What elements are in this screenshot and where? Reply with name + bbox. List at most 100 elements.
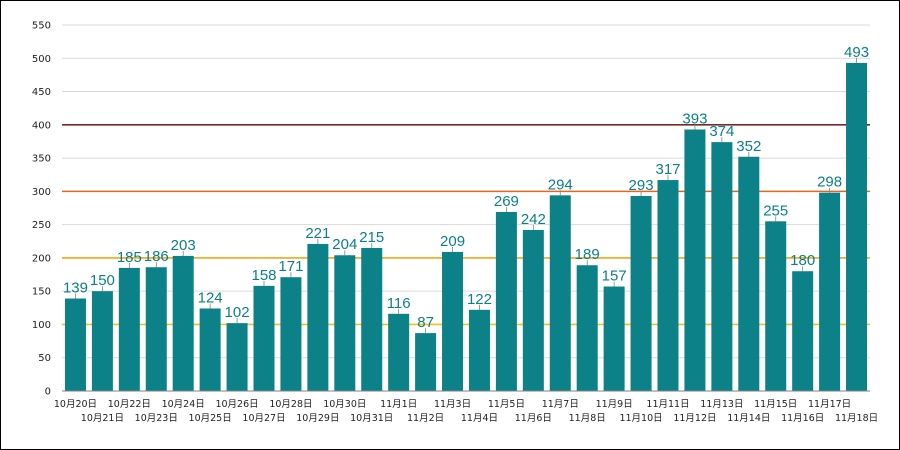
bar-value-label: 116 — [387, 295, 411, 312]
bar — [199, 308, 221, 391]
bar — [226, 323, 248, 391]
x-tick-label: 10月23日 — [135, 413, 178, 424]
bar-value-label: 393 — [682, 110, 707, 127]
x-tick-label: 11月10日 — [619, 413, 662, 424]
bar — [576, 265, 598, 391]
y-tick-label: 150 — [32, 287, 51, 298]
x-axis-ticks: 10月20日 10月21日 10月22日 10月23日 10月24日 10月25日 10月2… — [54, 399, 878, 424]
x-tick-label: 11月7日 — [542, 399, 579, 410]
y-axis-ticks: 0 50 100 150 200 250 300 350 400 450 500 550 — [32, 21, 51, 398]
y-tick-label: 250 — [32, 220, 51, 231]
bar-value-label: 269 — [494, 193, 519, 210]
bar — [361, 247, 383, 391]
bar — [603, 286, 625, 391]
x-tick-label: 10月27日 — [242, 413, 285, 424]
bar — [846, 62, 868, 391]
x-tick-label: 11月3日 — [434, 399, 471, 410]
bar — [684, 129, 706, 391]
x-tick-label: 11月12日 — [673, 413, 716, 424]
y-tick-label: 350 — [32, 154, 51, 165]
x-tick-label: 10月22日 — [108, 399, 151, 410]
x-tick-label: 10月30日 — [323, 399, 366, 410]
bar — [388, 313, 410, 391]
bar — [253, 285, 275, 391]
y-tick-label: 550 — [32, 21, 51, 32]
x-tick-label: 11月8日 — [569, 413, 606, 424]
bar-value-label: 158 — [251, 267, 276, 284]
bar-value-label: 374 — [709, 123, 734, 140]
x-tick-label: 11月5日 — [488, 399, 525, 410]
y-tick-label: 200 — [32, 253, 51, 264]
x-tick-label: 11月11日 — [646, 399, 689, 410]
bar-value-label: 242 — [521, 211, 546, 228]
x-tick-label: 11月1日 — [380, 399, 417, 410]
reference-lines — [62, 124, 870, 326]
bar — [468, 309, 490, 391]
bar — [495, 211, 517, 391]
bar-value-label: 215 — [359, 229, 384, 246]
y-tick-label: 450 — [32, 87, 51, 98]
bar — [307, 243, 329, 391]
x-tick-label: 11月6日 — [515, 413, 552, 424]
bar-value-label: 157 — [602, 268, 627, 285]
x-tick-label: 11月18日 — [835, 413, 878, 424]
bar-value-label: 171 — [278, 258, 303, 275]
bar-value-label: 294 — [548, 176, 573, 193]
x-tick-label: 11月2日 — [407, 413, 444, 424]
bar-value-label: 255 — [763, 202, 788, 219]
y-tick-label: 500 — [32, 54, 51, 65]
bar — [549, 195, 571, 391]
bar — [765, 221, 787, 391]
x-tick-label: 10月28日 — [269, 399, 312, 410]
bar — [280, 277, 302, 391]
bar — [415, 333, 437, 391]
bar — [711, 142, 733, 391]
x-tick-label: 11月13日 — [700, 399, 743, 410]
bar — [64, 298, 86, 391]
bar — [442, 251, 464, 391]
x-tick-label: 10月26日 — [215, 399, 258, 410]
bar-value-label: 185 — [117, 249, 142, 266]
bar-value-label: 124 — [198, 289, 223, 306]
bar-value-label: 102 — [225, 304, 250, 321]
bar-value-label: 180 — [790, 252, 815, 269]
y-tick-label: 0 — [45, 387, 51, 398]
x-tick-label: 11月4日 — [461, 413, 498, 424]
bar-value-label: 139 — [63, 280, 88, 297]
bar — [522, 229, 544, 391]
bar-value-label: 186 — [144, 248, 169, 265]
bar-value-label: 203 — [171, 237, 196, 254]
bar — [334, 255, 356, 391]
bar-value-label: 317 — [655, 161, 680, 178]
x-tick-label: 11月16日 — [781, 413, 824, 424]
bar-value-label: 493 — [844, 44, 869, 61]
bar — [145, 267, 167, 391]
bar-value-label: 298 — [817, 174, 842, 191]
bar-value-label: 221 — [305, 225, 330, 242]
x-tick-label: 11月14日 — [727, 413, 770, 424]
bar — [657, 180, 679, 391]
x-tick-label: 11月15日 — [754, 399, 797, 410]
bar-value-label: 209 — [440, 233, 465, 250]
bar-value-label: 150 — [90, 272, 115, 289]
y-tick-label: 50 — [38, 353, 51, 364]
bar — [630, 196, 652, 391]
bars — [64, 62, 868, 391]
x-tick-label: 10月21日 — [81, 413, 124, 424]
bar-value-label: 189 — [575, 246, 600, 263]
bar — [172, 255, 194, 391]
bar-value-label: 87 — [417, 314, 434, 331]
x-tick-label: 11月17日 — [808, 399, 851, 410]
x-tick-label: 10月25日 — [189, 413, 232, 424]
bar-value-label: 352 — [736, 138, 761, 155]
x-tick-label: 10月29日 — [296, 413, 339, 424]
bar-value-label: 204 — [332, 236, 357, 253]
bar-value-label: 293 — [629, 177, 654, 194]
x-tick-label: 10月20日 — [54, 399, 97, 410]
bar — [792, 271, 814, 391]
bar — [819, 192, 841, 391]
bar-value-label: 122 — [467, 291, 492, 308]
x-tick-label: 11月9日 — [596, 399, 633, 410]
